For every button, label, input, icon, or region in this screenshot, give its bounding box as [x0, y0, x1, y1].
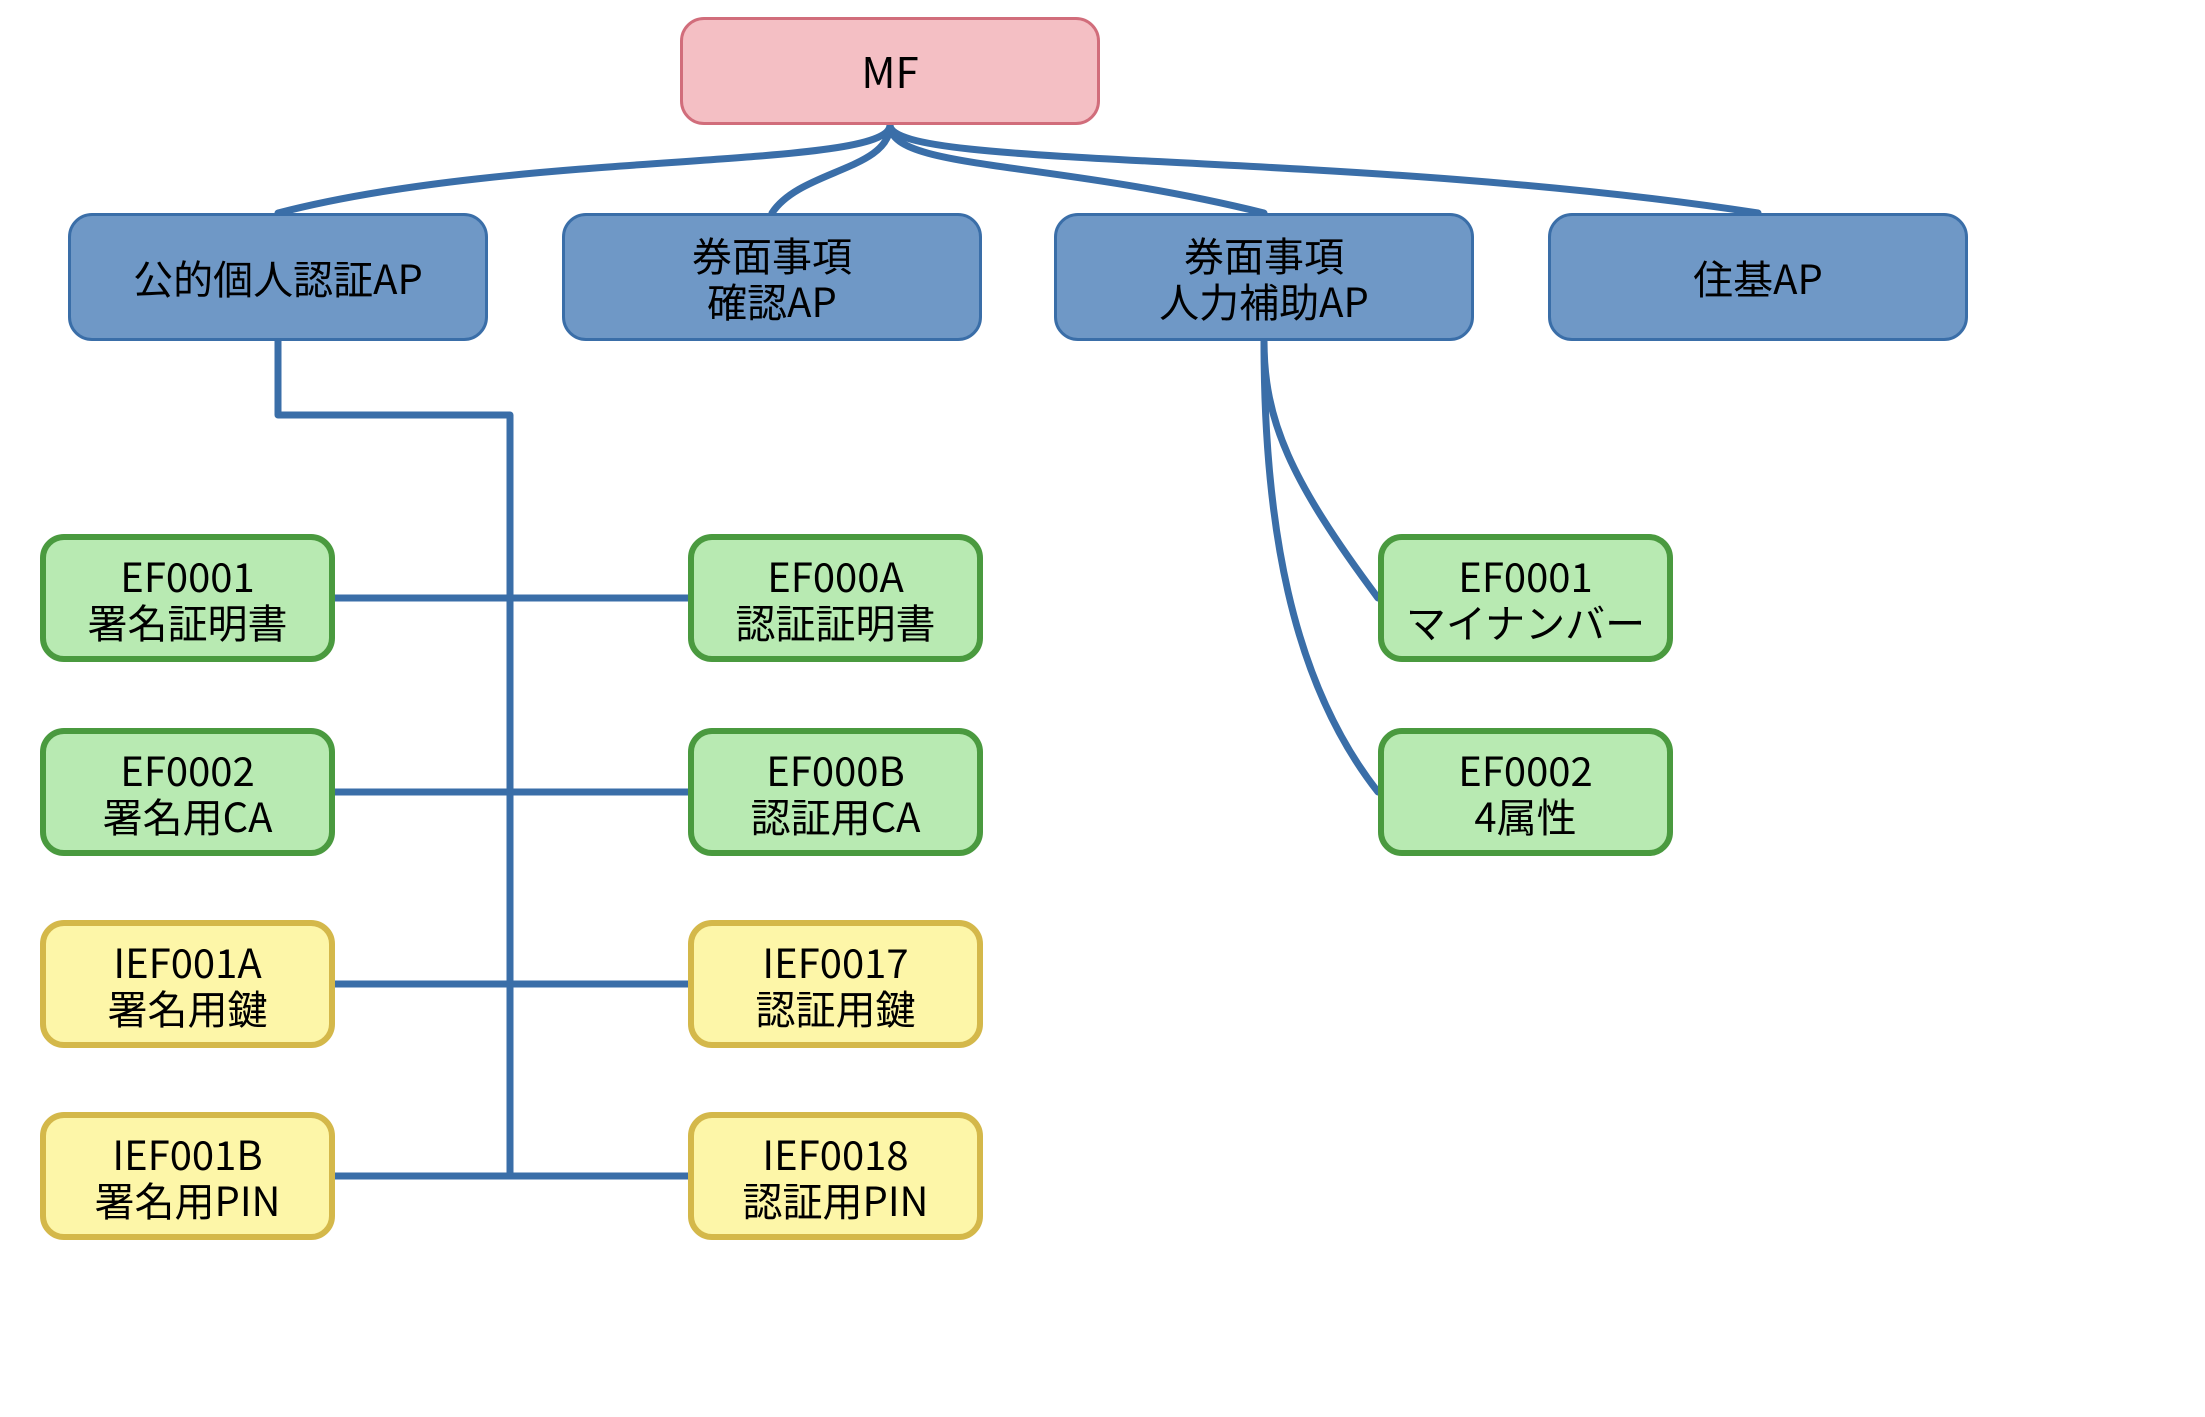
node-ap2-line2: 確認AP	[707, 277, 837, 323]
node-ap2: 券面事項確認AP	[562, 213, 982, 341]
node-ef2r: EF000B認証用CA	[688, 728, 983, 856]
node-ief2l: IEF001B署名用PIN	[40, 1112, 335, 1240]
node-ap4: 住基AP	[1548, 213, 1968, 341]
node-ief2r-line2: 認証用PIN	[743, 1176, 929, 1222]
node-ap1-line1: 公的個人認証AP	[133, 254, 423, 300]
node-ief2l-line2: 署名用PIN	[95, 1176, 281, 1222]
node-ap3-line2: 人力補助AP	[1159, 277, 1369, 323]
node-ef2l: EF0002署名用CA	[40, 728, 335, 856]
node-ef2r-line2: 認証用CA	[751, 792, 921, 838]
node-ief1l-line2: 署名用鍵	[108, 984, 268, 1030]
edge	[1264, 341, 1378, 598]
diagram-stage: MF 公的個人認証AP 券面事項確認AP 券面事項人力補助AP 住基AP EF0001署名…	[0, 0, 2205, 1417]
node-ef2l-line2: 署名用CA	[103, 792, 273, 838]
node-ief1r: IEF0017認証用鍵	[688, 920, 983, 1048]
node-ief1r-line2: 認証用鍵	[756, 984, 916, 1030]
node-ap3: 券面事項人力補助AP	[1054, 213, 1474, 341]
node-ief2r: IEF0018認証用PIN	[688, 1112, 983, 1240]
node-ef3a: EF0001マイナンバー	[1378, 534, 1673, 662]
node-ief1l: IEF001A署名用鍵	[40, 920, 335, 1048]
node-ef1r-line2: 認証証明書	[736, 598, 936, 644]
node-mf: MF	[680, 17, 1100, 125]
node-ef1l-line2: 署名証明書	[88, 598, 288, 644]
node-ap4-line1: 住基AP	[1693, 254, 1823, 300]
node-ef1r: EF000A認証証明書	[688, 534, 983, 662]
edge	[278, 125, 890, 213]
node-ef3a-line2: マイナンバー	[1406, 598, 1645, 644]
node-ef1l: EF0001署名証明書	[40, 534, 335, 662]
edge	[1264, 341, 1378, 792]
node-ef3b-line2: 4属性	[1474, 792, 1576, 838]
edge	[772, 125, 890, 213]
edge	[890, 125, 1264, 213]
node-ef3b: EF00024属性	[1378, 728, 1673, 856]
node-ap1: 公的個人認証AP	[68, 213, 488, 341]
edge	[890, 125, 1758, 213]
node-mf-line1: MF	[861, 47, 918, 95]
